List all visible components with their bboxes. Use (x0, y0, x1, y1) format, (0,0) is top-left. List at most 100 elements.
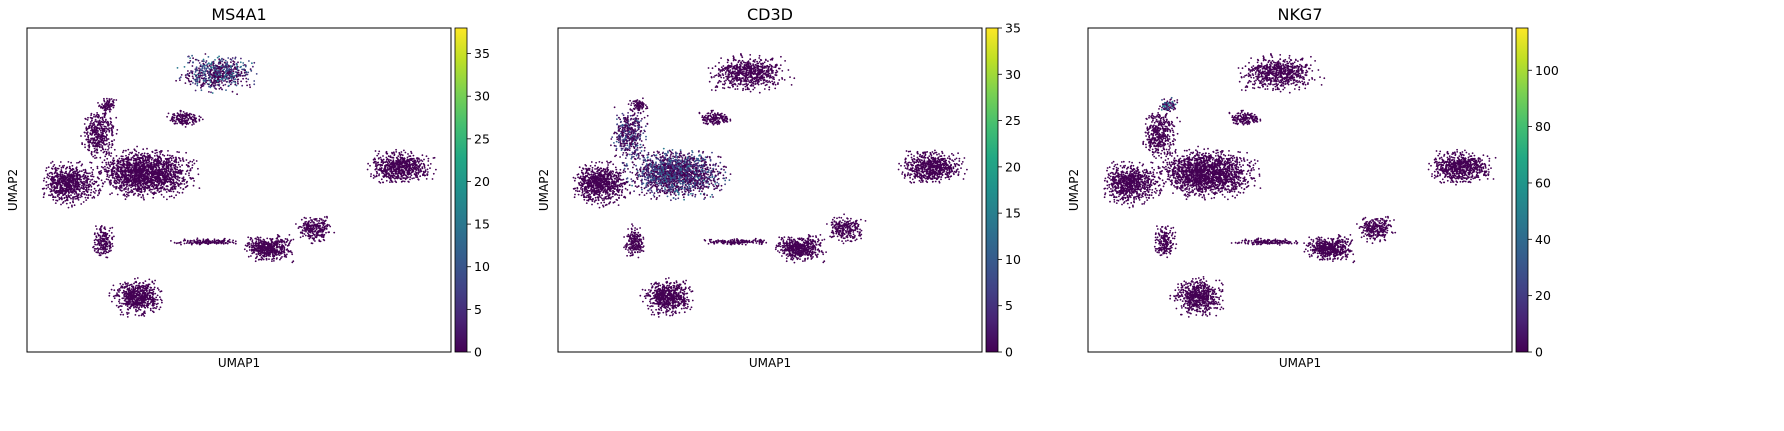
scatter-point (113, 186, 115, 188)
scatter-point (175, 80, 177, 82)
scatter-point (72, 165, 74, 167)
scatter-point (205, 69, 207, 71)
scatter-point (145, 182, 147, 184)
scatter-point (141, 300, 143, 302)
scatter-point (144, 174, 146, 176)
scatter-point (159, 296, 161, 298)
scatter-point (69, 185, 71, 187)
scatter-point (178, 171, 180, 173)
scatter-point (212, 75, 214, 77)
scatter-point (125, 286, 127, 288)
scatter-point (148, 303, 150, 305)
scatter-point (124, 182, 126, 184)
scatter-point (137, 285, 139, 287)
scatter-point (136, 178, 138, 180)
scatter-point (128, 165, 130, 167)
scatter-point (54, 192, 56, 194)
scatter-point (74, 170, 76, 172)
scatter-point (268, 258, 270, 260)
scatter-point (148, 165, 150, 167)
scatter-point (179, 79, 181, 81)
scatter-point (111, 98, 113, 100)
scatter-point (99, 140, 101, 142)
scatter-point (149, 292, 151, 294)
scatter-point (144, 170, 146, 172)
scatter-point (113, 107, 115, 109)
scatter-point (86, 133, 88, 135)
scatter-point (123, 189, 125, 191)
scatter-point (91, 127, 93, 129)
scatter-point (225, 79, 227, 81)
scatter-point (224, 84, 226, 86)
scatter-point (71, 205, 73, 207)
scatter-point (171, 159, 173, 161)
scatter-point (147, 301, 149, 303)
scatter-point (88, 139, 90, 141)
scatter-point (137, 310, 139, 312)
scatter-point (84, 123, 86, 125)
scatter-point (191, 114, 193, 116)
scatter-point (111, 140, 113, 142)
scatter-point (87, 128, 89, 130)
scatter-point (87, 173, 89, 175)
scatter-point (260, 255, 262, 257)
scatter-point (79, 190, 81, 192)
scatter-point (137, 158, 139, 160)
scatter-point (92, 156, 94, 158)
scatter-point (115, 117, 117, 119)
scatter-point (146, 175, 148, 177)
scatter-point (139, 164, 141, 166)
scatter-point (116, 177, 118, 179)
scatter-point (53, 164, 55, 166)
scatter-point (116, 161, 118, 163)
scatter-point (133, 155, 135, 157)
scatter-point (158, 178, 160, 180)
scatter-point (65, 192, 67, 194)
scatter-point (244, 75, 246, 77)
scatter-point (211, 76, 213, 78)
scatter-point (177, 67, 179, 69)
scatter-point (142, 167, 144, 169)
scatter-point (127, 158, 129, 160)
scatter-point (186, 77, 188, 79)
scatter-point (100, 135, 102, 137)
scatter-point (250, 70, 252, 72)
scatter-point (47, 184, 49, 186)
scatter-point (106, 101, 108, 103)
scatter-point (154, 303, 156, 305)
scatter-point (192, 62, 194, 64)
scatter-point (203, 63, 205, 65)
scatter-point (51, 172, 53, 174)
scatter-point (152, 197, 154, 199)
scatter-point (70, 175, 72, 177)
scatter-point (266, 238, 268, 240)
scatter-point (72, 174, 74, 176)
scatter-point (210, 66, 212, 68)
scatter-point (69, 188, 71, 190)
scatter-point (111, 129, 113, 131)
scatter-point (81, 187, 83, 189)
scatter-point (186, 171, 188, 173)
scatter-point (116, 305, 118, 307)
scatter-point (136, 173, 138, 175)
scatter-point (152, 296, 154, 298)
scatter-point (145, 294, 147, 296)
scatter-point (138, 187, 140, 189)
scatter-point (252, 66, 254, 68)
scatter-point (253, 83, 255, 85)
scatter-point (235, 82, 237, 84)
scatter-point (189, 72, 191, 74)
scatter-point (140, 297, 142, 299)
scatter-point (118, 291, 120, 293)
scatter-point (104, 151, 106, 153)
scatter-point (233, 63, 235, 65)
scatter-point (122, 185, 124, 187)
scatter-point (91, 134, 93, 136)
scatter-point (121, 179, 123, 181)
scatter-point (97, 176, 99, 178)
scatter-point (241, 71, 243, 73)
scatter-point (60, 204, 62, 206)
scatter-point (57, 173, 59, 175)
scatter-point (145, 162, 147, 164)
scatter-point (140, 163, 142, 165)
